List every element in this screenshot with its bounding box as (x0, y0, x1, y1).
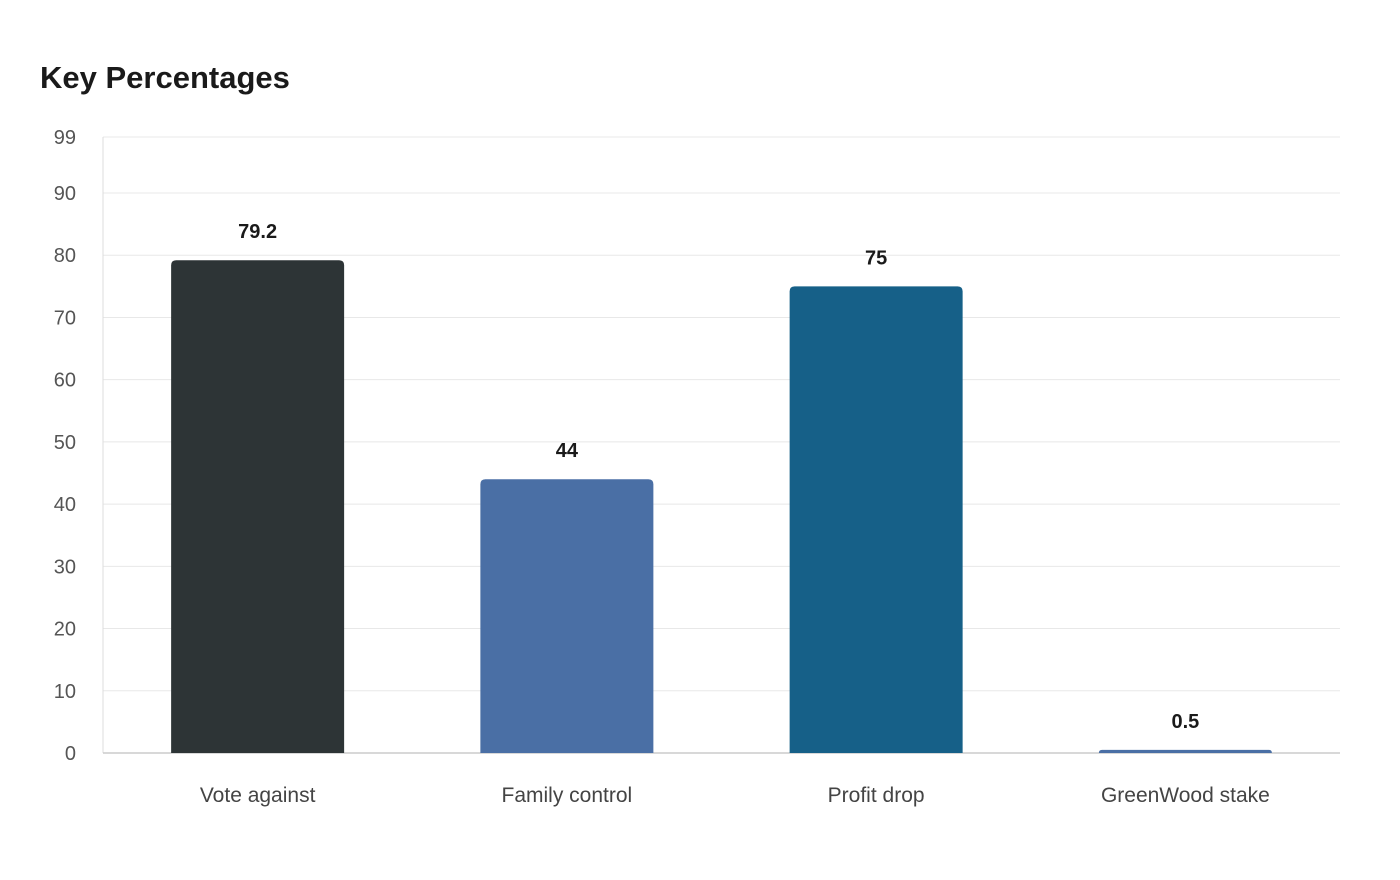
y-tick-label: 0 (65, 743, 76, 765)
y-tick-label: 90 (54, 183, 76, 205)
x-tick-label: GreenWood stake (1101, 784, 1270, 807)
bar-vote-against (171, 260, 345, 753)
data-label: 79.2 (238, 221, 277, 243)
x-tick-label: Family control (502, 784, 633, 807)
y-tick-label: 80 (54, 245, 76, 267)
data-label: 0.5 (1171, 711, 1199, 733)
y-tick-label: 30 (54, 556, 76, 578)
chart-title: Key Percentages (40, 60, 290, 95)
y-tick-label: 20 (54, 619, 76, 641)
y-tick-label: 60 (54, 370, 76, 392)
y-tick-label: 40 (54, 494, 76, 516)
y-tick-label: 70 (54, 307, 76, 329)
x-tick-label: Vote against (200, 784, 316, 807)
data-label: 75 (865, 247, 887, 269)
y-tick-label: 99 (54, 127, 76, 149)
bar-family-control (480, 479, 654, 753)
bars (171, 260, 1272, 753)
labels: 0 10 20 30 40 50 60 70 80 90 99 79.2 Vote against 44 F… (54, 127, 1270, 807)
bar-profit-drop (789, 286, 963, 753)
y-tick-label: 10 (54, 681, 76, 703)
x-tick-label: Profit drop (828, 784, 925, 807)
bar-greenwood-stake (1098, 749, 1272, 753)
y-tick-label: 50 (54, 432, 76, 454)
data-label: 44 (556, 440, 579, 462)
